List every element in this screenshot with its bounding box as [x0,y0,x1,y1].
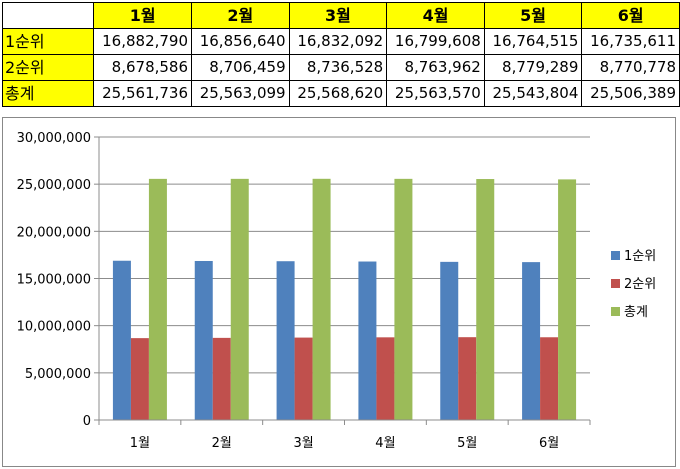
y-tick-label: 10,000,000 [17,320,91,335]
y-tick-label: 5,000,000 [25,367,91,382]
table-cell: 25,568,620 [288,80,388,107]
table-row: 2순위 8,678,586 8,706,459 8,736,528 8,763,… [1,54,680,81]
legend-swatch [611,307,620,316]
table-month-header: 3월 [288,2,388,29]
bar [476,179,495,420]
x-tick-label: 3월 [293,436,313,451]
table-cell: 16,832,092 [288,28,388,55]
y-tick-label: 0 [83,414,91,429]
y-tick-label: 25,000,000 [17,178,91,193]
bar [440,261,459,420]
table-row-header: 총계 [1,80,95,107]
bar [130,338,149,420]
x-tick-label: 1월 [130,436,150,451]
legend-swatch [611,279,620,288]
legend-label: 2순위 [624,277,656,292]
x-tick-label: 5월 [457,436,477,451]
table-cell: 8,706,459 [191,54,290,81]
table-cell: 16,799,608 [386,28,485,55]
bar [112,260,131,420]
x-tick-label: 4월 [375,436,395,451]
bar-chart: 0 5,000,000 10,000,000 15,000,000 20,000,000… [17,131,657,451]
bar [212,337,231,420]
y-tick-label: 20,000,000 [17,225,91,240]
y-tick-label: 15,000,000 [17,273,91,288]
table-month-header: 4월 [386,2,485,29]
table-row: 1순위 16,882,790 16,856,640 16,832,092 16,… [1,28,680,55]
bar [148,178,167,420]
table-cell: 25,563,570 [386,80,485,107]
table-corner-cell [1,2,95,29]
bar [312,178,331,420]
table-month-header: 2월 [191,2,290,29]
bar [522,262,541,420]
bar [458,337,477,420]
legend-label: 1순위 [624,249,656,264]
bar [194,260,213,420]
table-row: 총계 25,561,736 25,563,099 25,568,620 25,5… [1,80,680,107]
table-month-header: 6월 [581,2,680,29]
bar [276,261,295,420]
y-tick-label: 30,000,000 [17,131,91,146]
chart-area: 0 5,000,000 10,000,000 15,000,000 20,000,000… [2,117,676,467]
table-cell: 8,770,778 [581,54,680,81]
legend-swatch [611,251,620,260]
table-cell: 25,506,389 [581,80,680,107]
table-cell: 16,735,611 [581,28,680,55]
table-cell: 25,561,736 [93,80,193,107]
table-month-header: 5월 [483,2,583,29]
table-row-header: 2순위 [1,54,95,81]
table-cell: 16,856,640 [191,28,290,55]
table-cell: 8,736,528 [288,54,388,81]
bar [540,337,559,420]
bar [294,337,313,420]
table-cell: 16,764,515 [483,28,583,55]
table-header-row: 1월 2월 3월 4월 5월 6월 [1,2,680,29]
bar [376,337,395,420]
legend-label: 총계 [624,305,648,320]
bar [358,261,377,420]
table-cell: 25,543,804 [483,80,583,107]
bar [394,178,413,420]
data-table: 1월 2월 3월 4월 5월 6월 1순위 16,882,790 16,856,… [1,2,680,107]
x-tick-label: 2월 [212,436,232,451]
table-cell: 25,563,099 [191,80,290,107]
x-tick-label: 6월 [539,436,559,451]
table-row-header: 1순위 [1,28,95,55]
table-cell: 16,882,790 [93,28,193,55]
bar [230,178,249,420]
table-cell: 8,779,289 [483,54,583,81]
bar [558,179,577,420]
table-cell: 8,763,962 [386,54,485,81]
table-month-header: 1월 [93,2,193,29]
table-cell: 8,678,586 [93,54,193,81]
